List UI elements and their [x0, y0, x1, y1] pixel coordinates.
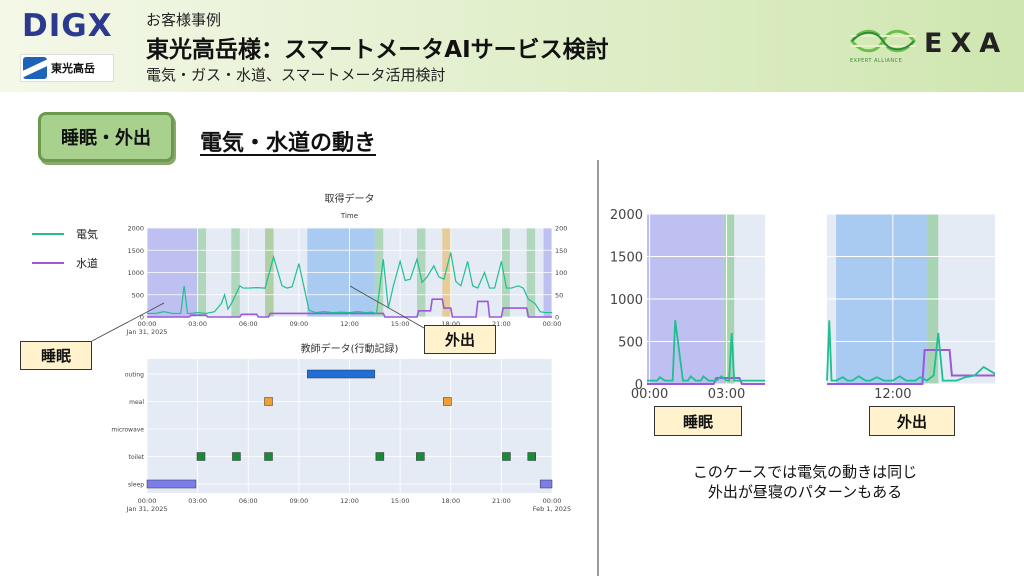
vertical-divider: [597, 160, 599, 576]
legend-label-electric: 電気: [76, 227, 98, 241]
x-date-label: Jan 31, 2025: [125, 328, 167, 336]
x-tick-label: 09:00: [290, 497, 309, 505]
exa-logo: EXA EXPERT ALLIANCE: [848, 24, 1008, 68]
zoom-sleep-label: 睡眠: [654, 406, 742, 436]
zoom-series-line-electric: [647, 320, 765, 382]
y-tick-label-left: 0: [140, 314, 144, 322]
marker-toilet: [232, 452, 241, 461]
x-tick-label: 06:00: [239, 497, 258, 505]
zoom-x-tick-label: 03:00: [708, 387, 745, 402]
category-label: toilet: [129, 454, 145, 461]
marker-toilet: [502, 452, 511, 461]
x-tick-label: 18:00: [441, 320, 460, 328]
legend-label-water: 水道: [76, 256, 98, 270]
y-tick-label-left: 1000: [127, 269, 144, 277]
header-band: DIGX 東光高岳 お客様事例 東光高岳様：スマートメータAIサービス検討 電気…: [0, 0, 1024, 92]
x-date-label: Jan 31, 2025: [125, 505, 167, 513]
digx-logo: DIGX: [22, 8, 112, 52]
zoom-y-tick-label: 1000: [610, 293, 643, 308]
x-tick-label: 12:00: [340, 497, 359, 505]
sleep-label: 睡眠: [20, 341, 92, 370]
x-tick-label: 03:00: [188, 320, 207, 328]
marker-toilet: [416, 452, 425, 461]
exa-logo-caption: EXPERT ALLIANCE: [850, 58, 903, 64]
x-tick-label: 12:00: [340, 320, 359, 328]
category-label: outing: [125, 372, 144, 379]
range-bar-sleep: [146, 479, 197, 489]
x-tick-label: 18:00: [441, 497, 460, 505]
annotation-line-sleep: [91, 302, 165, 342]
digx-logo-text: DIGX: [22, 8, 113, 44]
zoom-outing-label: 外出: [869, 406, 955, 436]
zoom-y-tick-label: 500: [618, 336, 643, 351]
y-tick-label-right: 150: [555, 247, 567, 255]
zoom-series-line-water: [647, 377, 765, 385]
x-tick-label: 00:00: [543, 497, 562, 505]
y-tick-label-right: 50: [555, 291, 563, 299]
chart-area: 取得データ Time 00:00 03:00 06:00 09:00 12:00 15:00 1…: [32, 192, 571, 513]
caption-line-1: このケースでは電気の動きは同じ: [692, 463, 918, 481]
x-tick-label: 15:00: [391, 497, 410, 505]
zoom-x-tick-label: 00:00: [631, 387, 668, 402]
marker-toilet: [196, 452, 206, 461]
y-tick-label-right: 200: [555, 225, 567, 233]
x-tick-label: 21:00: [492, 497, 511, 505]
x-tick-label: 15:00: [391, 320, 410, 328]
company-logo: 東光高岳: [20, 54, 114, 82]
x-tick-label: 21:00: [492, 320, 511, 328]
x-tick-label: 00:00: [138, 497, 157, 505]
caption: このケースでは電気の動きは同じ 外出が昼寝のパターンもある: [640, 462, 970, 502]
header-subtitle-bottom: 電気・ガス・水道、スマートメータ活用検討: [146, 66, 446, 84]
zoom-series-line-electric: [826, 320, 996, 382]
header-subtitle-top: お客様事例: [146, 11, 222, 29]
y-tick-label-left: 1500: [127, 247, 144, 255]
annotation-line-outing: [349, 285, 425, 329]
exa-logo-icon: [850, 29, 916, 53]
y-tick-label-right: 100: [555, 269, 567, 277]
category-label: microwave: [111, 427, 144, 434]
x-tick-label: 03:00: [188, 497, 207, 505]
x-tick-label: 06:00: [239, 320, 258, 328]
x-tick-label: 09:00: [290, 320, 309, 328]
y-tick-label-right: 0: [555, 314, 559, 322]
series-line-water: [147, 298, 552, 318]
x-tick-label: 00:00: [138, 320, 157, 328]
x-axis-label: Time: [340, 212, 358, 220]
zoom-x-tick-label: 12:00: [874, 387, 911, 402]
zoom-y-tick-label: 2000: [610, 208, 643, 223]
section-tag: 睡眠・外出: [38, 112, 174, 162]
marker-meal: [443, 397, 452, 406]
marker-meal: [264, 397, 273, 406]
range-bar-sleep: [539, 479, 553, 489]
x-tick-label: 00:00: [543, 320, 562, 328]
exa-logo-text: EXA: [924, 28, 1009, 59]
marker-toilet: [264, 452, 273, 461]
company-logo-icon: [23, 57, 47, 79]
page-title: 東光高岳様：スマートメータAIサービス検討: [146, 37, 609, 63]
chart-title: 教師データ(行動記録): [301, 342, 399, 355]
zoom-y-tick-label: 1500: [610, 251, 643, 266]
caption-line-2: 外出が昼寝のパターンもある: [707, 483, 903, 501]
x-date-label: Feb 1, 2025: [533, 505, 571, 513]
category-label: meal: [129, 399, 144, 406]
marker-toilet: [527, 452, 536, 461]
zoom-chart-area: 0 500 1000 1500 2000 00:00 03:00 12:00: [610, 208, 996, 402]
category-label: sleep: [128, 482, 144, 489]
chart-title: 取得データ: [325, 192, 375, 205]
section-title: 電気・水道の動き: [200, 131, 377, 156]
series-line-electric: [147, 252, 552, 315]
y-tick-label-left: 2000: [127, 225, 144, 233]
y-tick-label-left: 500: [132, 291, 144, 299]
zoom-y-tick-label: 0: [635, 378, 643, 393]
outing-label: 外出: [424, 325, 496, 354]
company-logo-text: 東光高岳: [51, 62, 95, 75]
range-bar-outing: [307, 369, 376, 379]
marker-toilet: [375, 452, 385, 461]
